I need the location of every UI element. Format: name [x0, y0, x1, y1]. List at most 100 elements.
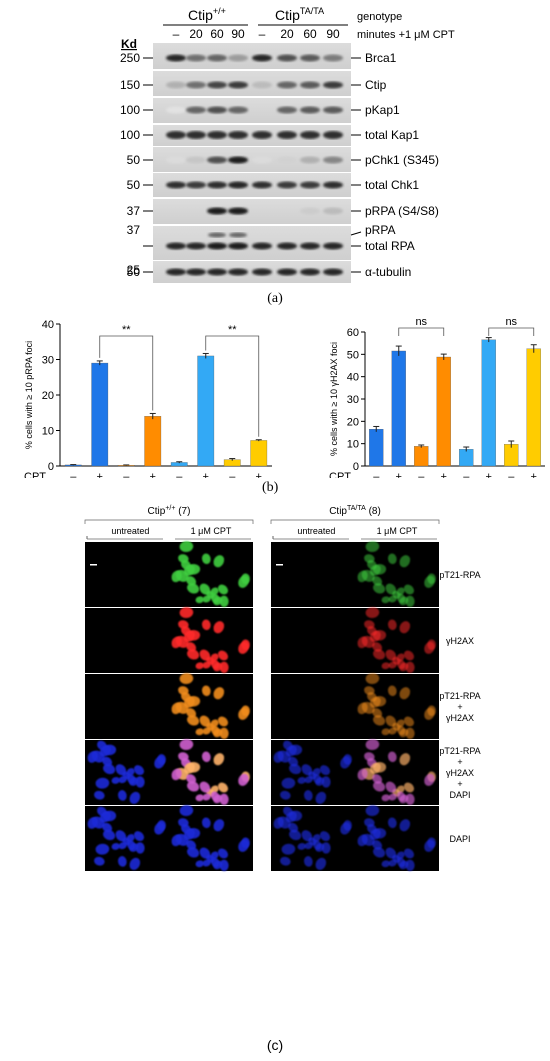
- panel-c: Ctip+/+ (7) untreated 1 μM CPT CtipTA/TA (8…: [0, 500, 550, 1056]
- bar: [250, 440, 268, 467]
- scale-bar: [276, 564, 283, 566]
- time-point-3: 90: [231, 27, 245, 41]
- cpt-label: 1 μM CPT: [377, 526, 418, 536]
- error-bar: [70, 464, 77, 466]
- cpt-sign: +: [531, 471, 537, 478]
- error-bar: [485, 337, 492, 343]
- mw-marker: 50: [127, 178, 141, 192]
- cpt-sign: –: [176, 471, 183, 478]
- error-bar: [123, 464, 130, 466]
- y-tick-label: 60: [347, 327, 359, 339]
- significance-bracket: **: [205, 324, 260, 437]
- y-tick-label: 10: [347, 439, 359, 451]
- y-tick-label: 40: [42, 319, 54, 331]
- time-point-5: 20: [280, 27, 294, 41]
- cpt-sign: +: [203, 471, 209, 478]
- error-bar: [149, 412, 156, 420]
- mw-marker: 25: [127, 263, 141, 277]
- cpt-sign: –: [463, 471, 470, 478]
- cpt-sign: +: [441, 471, 447, 478]
- genotype-label: genotype: [357, 11, 402, 23]
- band-label: total RPA: [365, 239, 415, 253]
- cpt-sign: –: [373, 471, 380, 478]
- blot-row-2: 100 pKap1: [120, 98, 400, 123]
- error-bar: [202, 352, 209, 359]
- time-point-1: 20: [189, 27, 203, 41]
- mw-marker: 150: [120, 78, 140, 92]
- y-tick-label: 10: [42, 426, 54, 438]
- minutes-label: minutes +1 μM CPT: [357, 29, 455, 41]
- micrograph-0-3: [85, 739, 253, 806]
- band-label: Brca1: [365, 51, 397, 65]
- microscopy-grid: Ctip+/+ (7) untreated 1 μM CPT CtipTA/TA (8…: [84, 505, 481, 1053]
- micrograph-1-2: [271, 673, 439, 740]
- channel-label: γH2AX: [446, 768, 474, 778]
- micrograph-1-4: [271, 805, 439, 872]
- y-tick-label: 20: [347, 416, 359, 428]
- channel-label: +: [457, 702, 462, 712]
- channel-label: γH2AX: [446, 713, 474, 723]
- significance-bracket: ns: [488, 316, 535, 336]
- blot-row-8: 50 α-tubulin: [127, 261, 411, 283]
- significance-bracket: **: [99, 324, 154, 411]
- significance-label: **: [122, 324, 131, 336]
- band-label: total Chk1: [365, 178, 419, 192]
- cpt-sign: +: [150, 471, 156, 478]
- time-point-2: 60: [210, 27, 224, 41]
- bar: [526, 348, 541, 467]
- band-label: total Kap1: [365, 128, 419, 142]
- y-tick-label: 40: [347, 372, 359, 384]
- western-blot: Ctip+/+ CtipTA/TA genotype –20 60 90–20 60 9…: [120, 6, 455, 306]
- band-label: α-tubulin: [365, 265, 411, 279]
- band-label: Ctip: [365, 78, 387, 92]
- time-point-6: 60: [303, 27, 317, 41]
- header-left: Ctip+/+: [188, 6, 226, 23]
- channel-label: DAPI: [449, 834, 470, 844]
- channel-label: γH2AX: [446, 636, 474, 646]
- error-bar: [395, 345, 402, 356]
- channel-label: +: [457, 757, 462, 767]
- cpt-label: CPT: [24, 471, 46, 478]
- blot-row-0: 250 Brca1: [120, 43, 397, 69]
- bar: [197, 355, 215, 467]
- band-label: pChk1 (S345): [365, 153, 439, 167]
- bar: [481, 339, 496, 467]
- cpt-label: 1 μM CPT: [191, 526, 232, 536]
- error-bar: [440, 353, 447, 360]
- panel-c-title: Ctip+/+ (7): [148, 505, 191, 517]
- time-points: –20 60 90–20 60 90: [173, 27, 340, 41]
- error-bar: [530, 344, 537, 353]
- error-bar: [255, 439, 262, 442]
- panel-b-label: (b): [262, 480, 279, 495]
- mw-marker: 100: [120, 103, 140, 117]
- blot-row-3: 100 total Kap1: [120, 125, 419, 146]
- y-tick-label: 0: [353, 461, 359, 473]
- significance-label: ns: [505, 318, 517, 328]
- cpt-sign: –: [508, 471, 515, 478]
- band-label: pKap1: [365, 103, 400, 117]
- cpt-sign: –: [123, 471, 130, 478]
- scale-bar: [90, 564, 97, 566]
- mw-marker: 50: [127, 153, 141, 167]
- bar: [414, 446, 429, 467]
- blot-row-6: 37 pRPA (S4/S8): [127, 199, 439, 224]
- micrograph-0-2: [85, 673, 253, 740]
- bar: [391, 350, 406, 467]
- cpt-sign: +: [256, 471, 262, 478]
- micrograph-1-0: [271, 541, 439, 608]
- error-bar: [463, 446, 470, 452]
- mw-marker: 37: [127, 223, 141, 237]
- channel-label: pT21-RPA: [439, 570, 480, 580]
- cpt-sign: –: [418, 471, 425, 478]
- channel-label: +: [457, 779, 462, 789]
- bar: [436, 356, 451, 467]
- cpt-sign: +: [486, 471, 492, 478]
- untreated-label: untreated: [111, 526, 149, 536]
- panel-a-label: (a): [267, 291, 283, 306]
- blot-row-7: 37 total RPA 25 pRPA: [127, 223, 415, 277]
- y-tick-label: 30: [347, 394, 359, 406]
- significance-label: ns: [415, 318, 427, 328]
- chart-1: 0 10 20 30 40 50 60 % cells with ≥ 10 γH2AX foc…: [310, 316, 545, 532]
- y-tick-label: 0: [48, 461, 54, 473]
- untreated-label: untreated: [297, 526, 335, 536]
